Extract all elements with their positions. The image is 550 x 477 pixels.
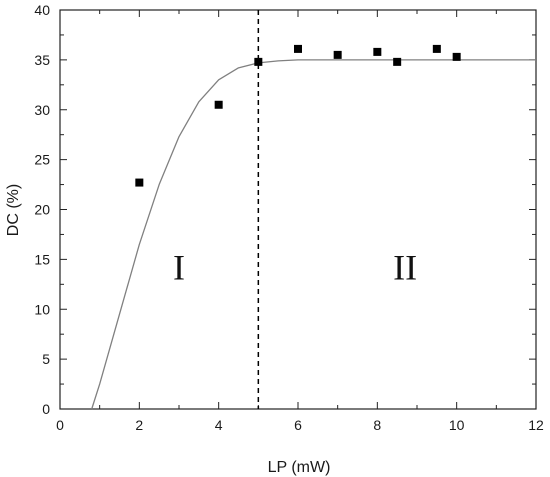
region-label: I [173,247,185,287]
data-point [214,100,223,109]
y-tick-label: 25 [34,152,50,168]
x-tick-label: 12 [528,417,544,433]
x-tick-label: 0 [56,417,64,433]
x-tick-label: 4 [215,417,223,433]
y-tick-label: 10 [34,301,50,317]
data-point [452,52,461,61]
data-point [294,44,302,53]
y-tick-label: 0 [42,401,50,417]
data-point [135,178,144,187]
y-tick-label: 30 [34,102,50,118]
data-point [432,44,441,53]
y-tick-label: 20 [34,202,50,218]
x-axis-title: LP (mW) [268,459,331,476]
data-point [254,57,263,66]
y-axis-title: DC (%) [5,184,22,236]
region-label: II [393,247,417,287]
y-tick-label: 35 [34,52,50,68]
data-point [393,57,402,66]
fit-curve [91,59,536,410]
x-tick-label: 8 [373,417,381,433]
x-tick-label: 2 [135,417,143,433]
x-tick-label: 10 [449,417,465,433]
data-point [373,47,382,56]
y-tick-label: 15 [34,251,50,267]
plot-frame [59,9,537,410]
data-point [333,50,342,59]
x-tick-label: 6 [294,417,302,433]
y-tick-label: 5 [42,351,50,367]
y-tick-label: 40 [34,2,50,18]
